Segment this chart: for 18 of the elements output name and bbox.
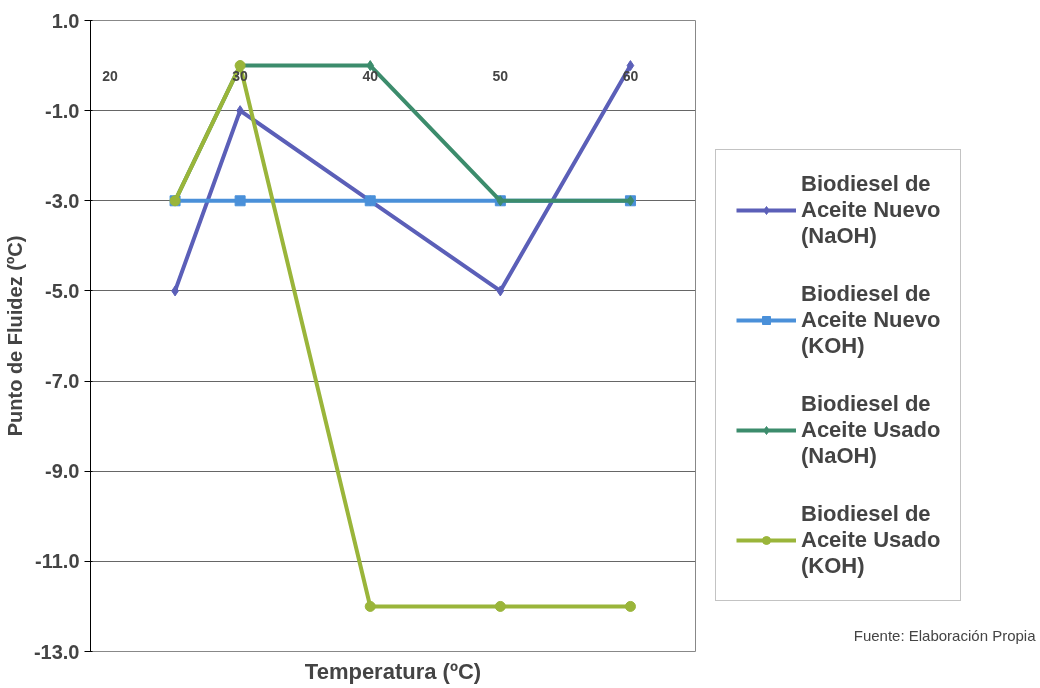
y-tick-label: -9.0 — [45, 460, 80, 483]
legend-label: Biodiesel de Aceite Nuevo (KOH) — [801, 280, 941, 360]
y-tick-label: 1.0 — [51, 9, 80, 32]
y-axis-title: Punto de Fluidez (ºC) — [3, 235, 26, 437]
y-tick-label: -11.0 — [35, 550, 80, 573]
y-tick-label: -5.0 — [45, 279, 80, 302]
y-tick-label: -1.0 — [45, 99, 80, 122]
y-tick-label: -13.0 — [33, 640, 80, 663]
legend-label: Biodiesel de Aceite Nuevo (NaOH) — [801, 170, 941, 250]
x-tick-label: 20 — [102, 67, 119, 84]
legend-label: Biodiesel de Aceite Usado (NaOH) — [801, 390, 941, 470]
legend-label: Biodiesel de Aceite Usado (KOH) — [801, 500, 941, 580]
x-axis-title: Temperatura (ºC) — [304, 658, 482, 684]
y-tick-label: -7.0 — [45, 370, 80, 393]
y-tick-label: -3.0 — [45, 189, 80, 212]
x-tick-label: 50 — [492, 67, 509, 84]
source-note: Fuente: Elaboración Propia — [853, 626, 1037, 644]
x-tick-label: 40 — [362, 67, 379, 84]
